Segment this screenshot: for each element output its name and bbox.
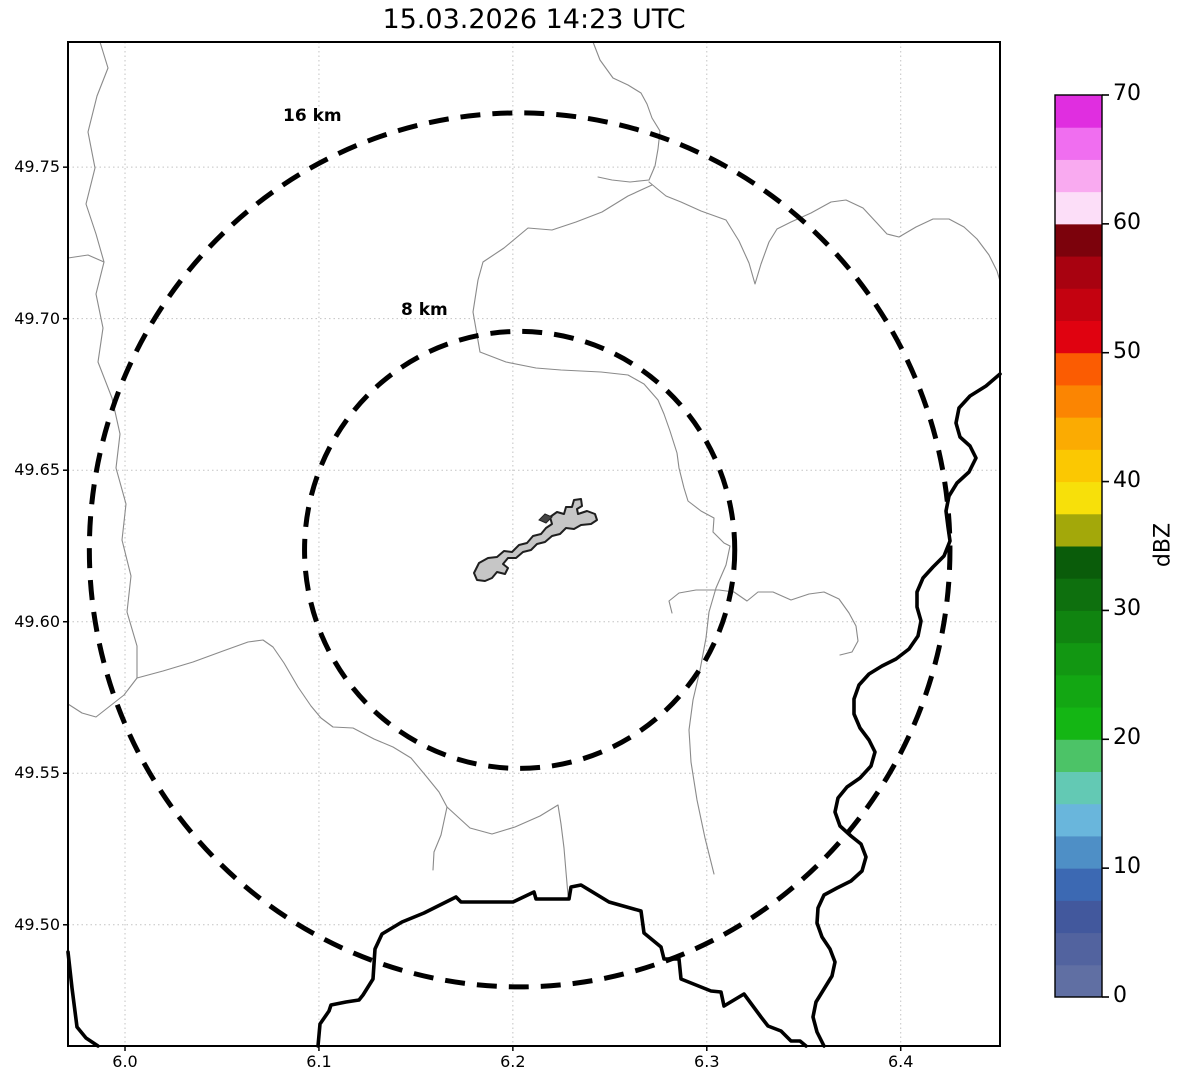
colorbar-swatch — [1055, 481, 1102, 515]
colorbar-swatch — [1055, 578, 1102, 611]
admin-boundary-path — [136, 639, 448, 871]
range-ring-16km — [86, 110, 953, 990]
colorbar-swatch — [1055, 417, 1102, 450]
colorbar-swatch — [1055, 513, 1102, 547]
colorbar-swatch — [1055, 352, 1102, 386]
colorbar-swatch — [1055, 610, 1102, 644]
colorbar-swatch — [1055, 964, 1102, 998]
colorbar-tick-label: 50 — [1113, 338, 1141, 364]
y-tick-label: 49.50 — [14, 914, 60, 934]
city-area-shape — [473, 498, 598, 582]
colorbar-axis-label: dBZ — [1150, 522, 1176, 568]
colorbar-frame — [1054, 94, 1103, 998]
y-tick-label: 49.65 — [14, 460, 60, 480]
city-area-mark — [538, 513, 553, 524]
country-border-path — [316, 883, 808, 1048]
colorbar-swatch — [1055, 674, 1102, 708]
admin-boundary-path — [85, 41, 138, 679]
colorbar-swatch — [1055, 642, 1102, 676]
y-tick-label: 49.70 — [14, 308, 60, 328]
river-path — [811, 372, 1002, 1048]
colorbar-swatch — [1055, 449, 1102, 483]
admin-boundary-path — [67, 677, 138, 718]
y-tick-label: 49.75 — [14, 157, 60, 177]
colorbar-tick-label: 10 — [1113, 854, 1141, 880]
colorbar-tick-label: 30 — [1113, 596, 1141, 622]
colorbar-swatch — [1055, 900, 1102, 934]
colorbar-swatch — [1055, 127, 1102, 160]
colorbar-swatch — [1055, 288, 1102, 321]
colorbar-tick-label: 60 — [1113, 209, 1141, 235]
colorbar-swatch — [1055, 835, 1102, 869]
y-tick-label: 49.60 — [14, 611, 60, 631]
plot-frame — [67, 41, 1001, 1047]
admin-boundary-path — [472, 184, 653, 353]
colorbar-tick-label: 40 — [1113, 467, 1141, 493]
colorbar-swatch — [1055, 191, 1102, 225]
colorbar-swatch — [1055, 803, 1102, 837]
admin-boundary-path — [67, 254, 105, 263]
plot-title: 15.03.2026 14:23 UTC — [382, 4, 686, 35]
range-ring-16km-label: 16 km — [283, 106, 342, 126]
colorbar-swatch — [1055, 223, 1102, 257]
colorbar-swatch — [1055, 868, 1102, 901]
admin-boundary-path — [592, 41, 661, 183]
colorbar-swatch — [1055, 256, 1102, 289]
colorbar-swatch — [1055, 707, 1102, 740]
colorbar-tick-label: 20 — [1113, 725, 1141, 751]
colorbar-swatch — [1055, 95, 1102, 128]
colorbar-swatch — [1055, 159, 1102, 193]
x-tick-label: 6.1 — [306, 1052, 332, 1071]
colorbar-swatch — [1055, 320, 1102, 354]
colorbar-swatch — [1055, 932, 1102, 966]
x-tick-label: 6.4 — [887, 1052, 914, 1071]
admin-boundary-path — [446, 804, 569, 896]
colorbar-swatch — [1055, 546, 1102, 579]
colorbar-tick-label: 0 — [1113, 983, 1127, 1008]
admin-boundary-path — [648, 181, 1001, 285]
colorbar-swatch — [1055, 739, 1102, 772]
x-tick-label: 6.3 — [694, 1052, 720, 1071]
country-border-sw-path — [66, 950, 100, 1048]
colorbar-tick-label: 70 — [1113, 81, 1141, 106]
range-ring-8km — [302, 328, 738, 771]
admin-boundary-path — [688, 545, 731, 875]
admin-boundary-path — [479, 351, 731, 547]
y-tick-label: 49.55 — [14, 763, 60, 783]
x-tick-label: 6.0 — [112, 1052, 138, 1071]
admin-boundary-path — [668, 589, 859, 656]
colorbar-swatch — [1055, 384, 1102, 418]
x-tick-label: 6.2 — [500, 1052, 526, 1071]
colorbar-swatch — [1055, 771, 1102, 805]
range-ring-8km-label: 8 km — [401, 300, 448, 320]
